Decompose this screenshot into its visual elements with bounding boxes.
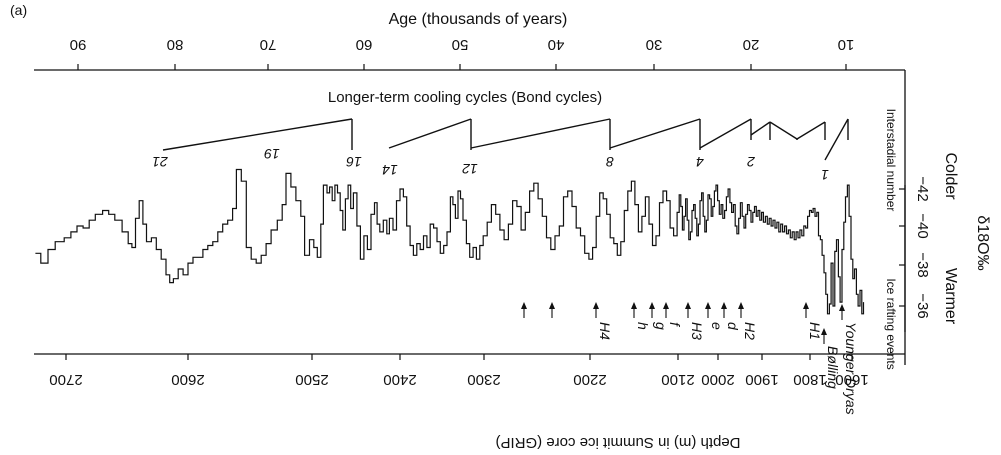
interstadial-label-19: 19 <box>264 146 280 162</box>
bond-segment-5 <box>750 121 771 136</box>
rafting-arrowhead-2 <box>593 302 599 309</box>
bottom-axis-ticks: 2700 2600 2500 2400 2300 2200 2100 2000 1900 1800… <box>49 354 869 388</box>
y-axis-title: δ18O‰ <box>974 215 991 270</box>
rafting-arrowhead-5 <box>663 302 669 309</box>
rafting-label-3: h <box>635 322 651 330</box>
y-tick-label-2: −38 <box>914 252 931 277</box>
top-tick-label-10: 10 <box>838 36 855 53</box>
bottom-tick-label-1900: 1900 <box>745 371 778 388</box>
top-axis-ticks: 90 80 70 60 50 40 30 20 10 <box>70 36 855 70</box>
bottom-tick-label-2600: 2600 <box>171 371 204 388</box>
rafting-arrowhead-3 <box>631 302 637 309</box>
annotation-label-0: Bølling <box>825 346 841 389</box>
bottom-tick-label-2500: 2500 <box>295 371 328 388</box>
bottom-tick-label-1600: 1600 <box>835 371 868 388</box>
rafting-label-8: d <box>725 322 741 331</box>
interstadial-labels: 21 19 16 14 12 8 4 21 <box>152 146 829 183</box>
rafting-arrowhead-10 <box>803 302 809 309</box>
top-tick-label-70: 70 <box>260 36 277 53</box>
annotation-arrowhead-0 <box>821 328 827 335</box>
y-axis-ticks: −42 −40 −38 −36 <box>899 176 931 319</box>
rafting-label-4: g <box>653 322 669 330</box>
bottom-tick-label-2700: 2700 <box>49 371 82 388</box>
bottom-axis-title: Depth (m) in Summit ice core (GRIP) <box>495 434 740 451</box>
top-tick-label-40: 40 <box>548 36 565 53</box>
top-tick-label-60: 60 <box>356 36 373 53</box>
interstadial-label-21: 21 <box>152 154 169 170</box>
series-line-grip <box>35 168 865 315</box>
interstadial-label-16: 16 <box>346 154 362 170</box>
y-axis-warmer-label: Warmer <box>942 268 959 325</box>
top-tick-label-50: 50 <box>452 36 469 53</box>
top-tick-label-80: 80 <box>167 36 184 53</box>
interstadial-label-4: 4 <box>696 154 704 170</box>
bond-cycles-title: Longer-term cooling cycles (Bond cycles) <box>328 89 602 106</box>
bond-segment-8 <box>824 118 849 161</box>
bond-segment-1 <box>388 118 472 149</box>
ice-rafting-title: Ice rafting events <box>884 278 898 369</box>
bottom-tick-label-2200: 2200 <box>573 371 606 388</box>
annotation-label-1: Younger Dryas <box>843 322 859 415</box>
rafting-label-2: H4 <box>597 322 613 340</box>
y-axis-colder-label: Colder <box>942 152 959 200</box>
bond-segment-0 <box>162 118 353 151</box>
event-annotations: Bølling Younger Dryas <box>821 304 859 415</box>
bond-segment-4 <box>699 118 752 149</box>
interstadial-label-8: 8 <box>606 154 614 170</box>
top-axis-title: Age (thousands of years) <box>389 11 568 28</box>
interstadial-label-2: 2 <box>747 154 756 170</box>
top-tick-label-20: 20 <box>743 36 760 53</box>
rafting-label-6: H3 <box>689 322 705 340</box>
rafting-arrowhead-0 <box>521 302 527 309</box>
rafting-arrowhead-4 <box>649 302 655 309</box>
y-tick-label-1: −40 <box>914 213 931 238</box>
rafting-label-10: H1 <box>807 322 823 340</box>
rafting-label-9: H2 <box>742 322 758 340</box>
rafting-arrowhead-9 <box>738 302 744 309</box>
top-tick-label-90: 90 <box>70 36 87 53</box>
bottom-tick-label-2000: 2000 <box>701 371 734 388</box>
interstadial-label-12: 12 <box>462 161 478 177</box>
rafting-arrowhead-1 <box>549 302 555 309</box>
y-tick-label-3: −36 <box>914 293 931 318</box>
rafting-arrowhead-8 <box>721 302 727 309</box>
bond-cycles-sawtooth <box>162 118 849 161</box>
interstadial-label-1: 1 <box>821 167 829 183</box>
rafting-arrowhead-6 <box>685 302 691 309</box>
rafting-label-5: f <box>667 322 683 328</box>
top-tick-label-30: 30 <box>646 36 663 53</box>
bond-segment-6 <box>769 121 798 140</box>
bond-segment-2 <box>470 118 611 149</box>
bottom-tick-label-2400: 2400 <box>383 371 416 388</box>
rafting-label-7: e <box>709 322 725 330</box>
bottom-tick-label-1800: 1800 <box>793 371 826 388</box>
annotation-arrowhead-1 <box>839 304 845 311</box>
y-tick-label-0: −42 <box>914 176 931 201</box>
bottom-tick-label-2300: 2300 <box>467 371 500 388</box>
interstadial-label-14: 14 <box>382 162 398 178</box>
panel-label: (a) <box>10 2 27 18</box>
interstadial-number-title: Interstadial number <box>884 109 898 212</box>
bottom-tick-label-2100: 2100 <box>661 371 694 388</box>
bond-segment-7 <box>796 121 826 140</box>
bond-segment-3 <box>609 118 701 149</box>
ice-rafting-events: H4 h gf H3 e d H2 H1 <box>521 302 823 340</box>
rafting-arrowhead-7 <box>705 302 711 309</box>
